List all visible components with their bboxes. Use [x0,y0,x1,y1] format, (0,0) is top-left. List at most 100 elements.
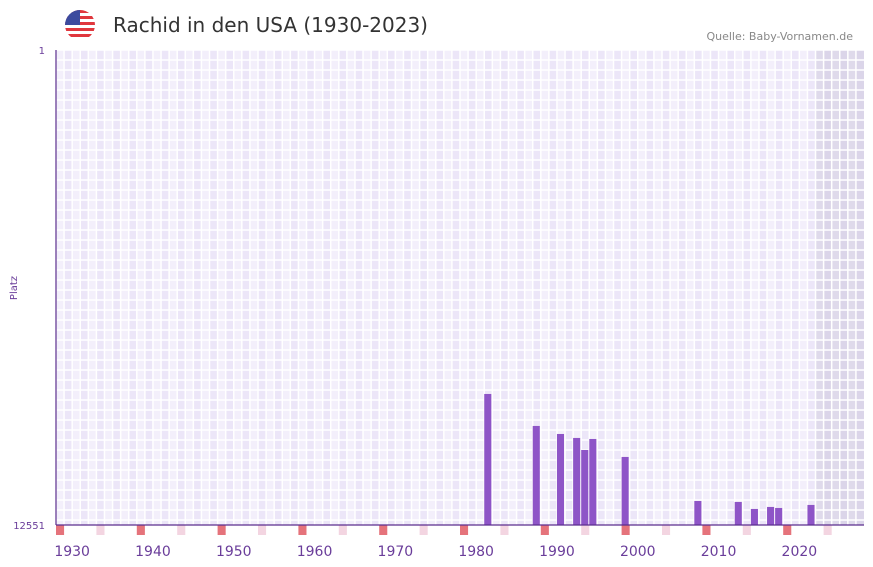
bar-1998 [621,456,629,525]
grid-column [807,50,816,525]
decade-marker [621,525,630,535]
bar-2014 [750,508,758,525]
bar-2016 [767,506,775,525]
grid-column [532,50,541,525]
grid-column [823,50,832,525]
x-tick-label: 1970 [378,544,414,560]
grid-column [791,50,800,525]
x-tick-label: 1950 [216,544,252,560]
source-link[interactable]: Quelle: Baby-Vornamen.de [706,30,853,43]
bar-1981 [484,393,492,525]
grid-column [710,50,719,525]
grid-column [80,50,89,525]
grid-column [758,50,768,525]
grid-column [96,50,105,525]
half-decade-marker [177,525,186,535]
decade-marker [217,525,226,535]
decade-marker [460,525,469,535]
grid-column [484,50,493,525]
grid-column [629,50,638,525]
grid-column [645,50,654,525]
half-decade-marker [581,525,590,535]
grid-column [855,50,864,525]
grid-column [435,50,444,525]
grid-column [662,50,671,525]
x-tick-label: 2000 [620,544,656,560]
half-decade-marker [419,525,428,535]
grid-column [177,50,186,525]
bar-1987 [532,425,540,525]
grid-column [694,50,703,525]
grid-column [144,50,153,525]
bar-1992 [573,437,581,525]
decade-marker [379,525,388,535]
half-decade-marker [96,525,105,535]
x-tick-label: 1930 [54,544,90,560]
half-decade-marker [742,525,751,535]
grid-column [451,50,460,525]
decade-marker [298,525,307,535]
grid-column [258,50,267,525]
grid-column [726,50,735,525]
grid-column [64,50,73,525]
y-axis-label: Platz [9,276,20,300]
grid-column [354,50,364,525]
grid-column [322,50,331,525]
grid-column [548,50,557,525]
grid-column [128,50,137,525]
grid-column [290,50,299,525]
grid-column [419,50,428,525]
chart-title: Rachid in den USA (1930-2023) [113,13,428,37]
y-tick-label: 12551 [13,521,45,532]
us-flag-icon [65,10,95,40]
grid-column [371,50,380,525]
grid-column [241,50,250,525]
half-decade-marker [662,525,671,535]
grid-column [678,50,687,525]
bar-1993 [581,449,589,525]
grid-column [403,50,412,525]
grid-column [839,50,848,525]
grid-column [468,50,477,525]
decade-marker [783,525,792,535]
grid-column [161,50,170,525]
grid-column [387,50,396,525]
x-tick-label: 1980 [458,544,494,560]
grid-column [338,50,347,525]
grid-column [581,50,590,525]
grid-column [225,50,234,525]
x-tick-label: 2010 [701,544,737,560]
grid-column [112,50,121,525]
grid-column [565,50,574,525]
grid-column [274,50,283,525]
bar-1990 [556,433,565,525]
bar-2021 [807,504,815,525]
half-decade-marker [823,525,832,535]
grid-column [209,50,218,525]
grid-column [597,50,606,525]
decade-marker [540,525,549,535]
grid-column [500,50,509,525]
grid-column [613,50,622,525]
half-decade-marker [258,525,267,535]
grid-column [775,50,784,525]
half-decade-marker [338,525,347,535]
x-tick-label: 1940 [135,544,171,560]
decade-marker [702,525,711,535]
decade-marker [136,525,145,535]
bar-1994 [589,438,597,525]
half-decade-marker [500,525,509,535]
grid-column [306,50,315,525]
grid-column [742,50,751,525]
y-tick-label: 1 [39,46,45,57]
grid-column [516,50,525,525]
bar-2007 [694,500,702,525]
grid-column [193,50,202,525]
x-tick-label: 1990 [539,544,575,560]
decade-marker [56,525,65,535]
bar-2012 [734,501,742,525]
x-tick-label: 2020 [782,544,818,560]
x-tick-label: 1960 [297,544,333,560]
